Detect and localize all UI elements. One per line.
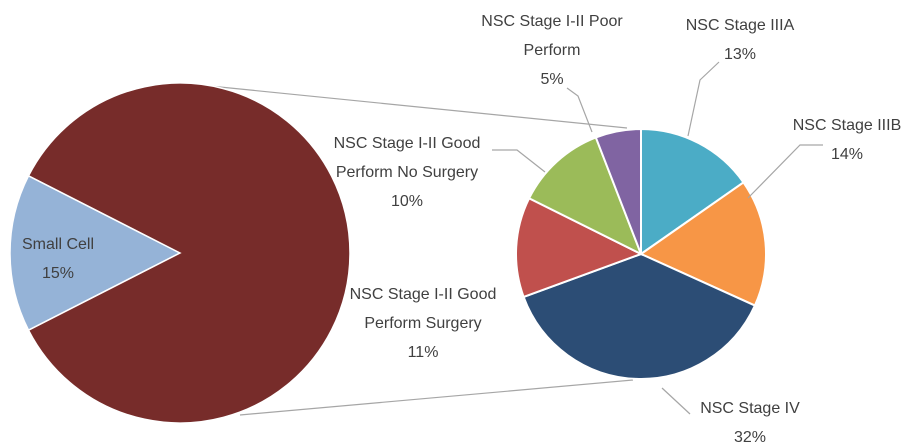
connector-line	[209, 85, 628, 129]
connector-line	[239, 379, 634, 416]
label-value: 10%	[390, 193, 424, 210]
pie-slice	[527, 136, 643, 257]
pie-slice	[638, 181, 767, 307]
label-value: 13%	[723, 46, 757, 63]
data-label: NSC Stage I-II Good Perform Surgery 11%	[323, 280, 523, 367]
label-category: NSC Stage I-II Good Perform Surgery	[349, 286, 497, 332]
data-label: Small Cell 15%	[3, 230, 113, 288]
leader-line	[747, 144, 823, 199]
label-category: NSC Stage I-II Poor Perform	[481, 13, 623, 59]
label-value: 15%	[41, 265, 75, 282]
pie-slice	[522, 252, 757, 380]
label-category: NSC Stage IIIB	[792, 117, 902, 134]
label-category: NSC Stage IV	[700, 400, 800, 417]
pie-slice	[640, 127, 745, 256]
label-category: NSC Stage IIIA	[685, 17, 795, 34]
leader-line	[492, 149, 546, 173]
data-label: NSC Stage IIIB 14%	[767, 111, 916, 169]
pie-slice	[9, 174, 182, 332]
pie-slice	[27, 82, 351, 424]
pie-slice	[594, 127, 642, 255]
leader-line	[687, 61, 720, 137]
data-label: NSC Stage IIIA 13%	[660, 11, 820, 69]
data-label: NSC Stage IV 32%	[670, 394, 830, 446]
label-value: 32%	[733, 429, 767, 446]
leader-line	[566, 87, 593, 133]
leader-line	[661, 387, 691, 415]
data-label: NSC Stage I-II Good Perform No Surgery 10…	[323, 129, 491, 216]
label-value: 11%	[407, 344, 439, 361]
label-value: 14%	[830, 146, 864, 163]
pie-slice	[515, 196, 644, 299]
label-category: Small Cell	[21, 236, 94, 253]
data-label: NSC Stage I-II Poor Perform 5%	[467, 7, 637, 94]
label-category: NSC Stage I-II Good Perform No Surgery	[333, 135, 481, 181]
label-value: 5%	[540, 71, 564, 88]
